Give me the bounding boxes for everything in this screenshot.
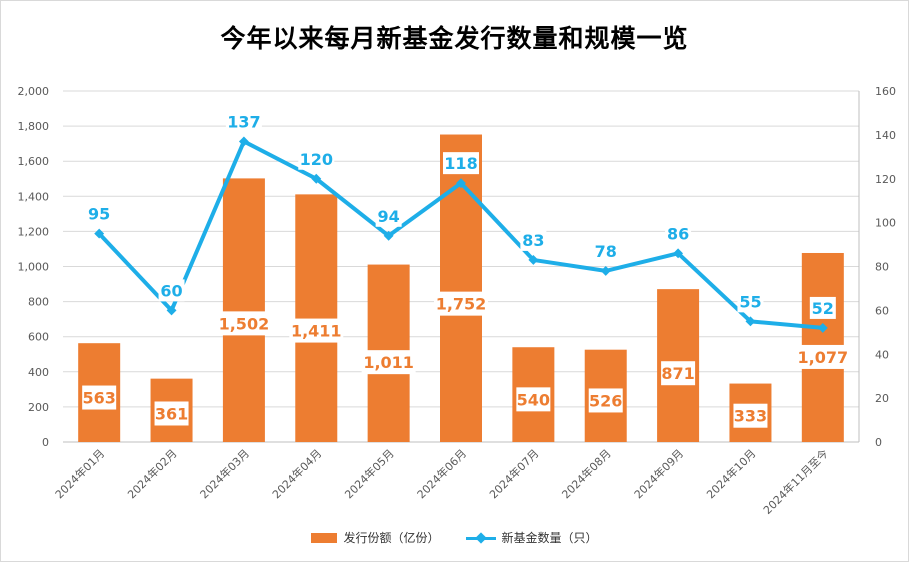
bar-label-box <box>733 403 768 428</box>
line-data-label: 120 <box>300 150 333 169</box>
line-point <box>745 316 756 327</box>
legend-label-line: 新基金数量（只） <box>501 531 598 545</box>
x-tick-label: 2024年01月 <box>52 446 107 501</box>
line-label-box <box>225 110 262 133</box>
bar-label-box <box>216 311 271 336</box>
line-label-box <box>809 296 836 319</box>
legend-item-line: 新基金数量（只） <box>465 529 598 546</box>
y-right-tick-label: 140 <box>875 129 896 142</box>
line-point <box>456 178 466 189</box>
y-right-tick-label: 40 <box>875 348 889 361</box>
line-label-box <box>592 239 619 262</box>
y-right-tick-label: 80 <box>875 261 889 274</box>
line-point <box>94 228 105 239</box>
line-data-label: 60 <box>160 281 182 300</box>
line-label-box <box>443 152 479 175</box>
bar-label-box <box>154 401 189 426</box>
x-tick-label: 2024年05月 <box>342 446 397 501</box>
line-data-label: 55 <box>739 292 761 311</box>
x-tick-label: 2024年09月 <box>631 446 686 501</box>
x-tick-label: 2024年02月 <box>125 446 180 501</box>
bar-label-box <box>361 350 416 375</box>
x-tick-label: 2024年08月 <box>559 446 614 501</box>
y-right-tick-label: 100 <box>875 217 896 230</box>
line-data-label: 52 <box>812 299 834 318</box>
bar <box>295 194 338 442</box>
y-right-tick-label: 20 <box>875 392 889 405</box>
bar-data-label: 1,077 <box>798 348 849 367</box>
line-data-label: 86 <box>667 224 689 243</box>
chart-plot: 02004006008001,0001,2001,4001,6001,8002,… <box>18 85 897 517</box>
y-left-tick-label: 1,000 <box>18 261 50 274</box>
x-tick-label: 2024年11月至今 <box>760 446 831 517</box>
y-right-tick-label: 0 <box>875 436 882 449</box>
x-tick-label: 2024年10月 <box>703 446 758 501</box>
line-point <box>166 305 177 316</box>
line-data-label: 95 <box>88 205 110 224</box>
line-point <box>817 322 828 333</box>
line-label-box <box>86 202 113 225</box>
bar-data-label: 361 <box>155 404 188 423</box>
line-label-box <box>665 222 692 245</box>
bar-label-box <box>82 385 117 410</box>
legend-swatch-bar <box>311 532 338 543</box>
line-label-box <box>375 204 402 227</box>
line-label-box <box>737 290 764 313</box>
bar-data-label: 1,411 <box>291 322 342 341</box>
bar-data-label: 871 <box>661 364 694 383</box>
line-data-label: 94 <box>378 207 400 226</box>
y-left-tick-label: 400 <box>28 366 49 379</box>
y-left-tick-label: 600 <box>28 331 49 344</box>
y-left-tick-label: 1,600 <box>18 155 50 168</box>
y-left-tick-label: 2,000 <box>18 85 50 98</box>
y-left-tick-label: 0 <box>42 436 49 449</box>
line-point <box>311 173 322 184</box>
y-left-tick-label: 200 <box>28 401 49 414</box>
line-point <box>673 248 684 259</box>
bar-data-label: 563 <box>82 389 115 408</box>
chart-legend: 发行份额（亿份） 新基金数量（只） <box>1 529 908 546</box>
bar-label-box <box>661 361 696 386</box>
bar-data-label: 1,011 <box>363 353 414 372</box>
line-point <box>383 230 394 241</box>
legend-swatch-line <box>465 533 496 543</box>
y-left-tick-label: 1,800 <box>18 120 50 133</box>
y-right-tick-label: 120 <box>875 173 896 186</box>
line-data-label: 78 <box>595 242 617 261</box>
bar-data-label: 526 <box>589 391 622 410</box>
x-tick-label: 2024年03月 <box>197 446 252 501</box>
bar-data-label: 1,502 <box>219 314 270 333</box>
line-label-box <box>158 279 185 302</box>
y-right-tick-label: 60 <box>875 304 889 317</box>
bar-label-box <box>588 388 623 413</box>
line-point <box>238 136 249 147</box>
legend-label-bar: 发行份额（亿份） <box>343 531 440 545</box>
bar-data-label: 1,752 <box>436 295 487 314</box>
bar-label-box <box>795 344 850 369</box>
bar-data-label: 540 <box>517 390 550 409</box>
x-tick-label: 2024年07月 <box>486 446 541 501</box>
y-left-tick-label: 1,200 <box>18 225 50 238</box>
bar <box>222 178 265 443</box>
bar-label-box <box>434 291 488 316</box>
y-left-tick-label: 1,400 <box>18 190 50 203</box>
legend-item-bar: 发行份额（亿份） <box>311 529 440 546</box>
bar-label-box <box>516 387 551 412</box>
line-data-label: 83 <box>522 231 544 250</box>
y-right-tick-label: 160 <box>875 85 896 98</box>
line-label-box <box>298 147 335 170</box>
line-label-box <box>520 228 547 251</box>
chart-title: 今年以来每月新基金发行数量和规模一览 <box>220 24 689 53</box>
line-data-label: 118 <box>444 154 477 173</box>
bar-data-label: 333 <box>734 407 767 426</box>
line-data-label: 137 <box>227 112 260 131</box>
y-left-tick-label: 800 <box>28 296 49 309</box>
line-point <box>600 265 611 276</box>
x-tick-label: 2024年06月 <box>414 446 469 501</box>
x-tick-label: 2024年04月 <box>269 446 324 501</box>
bar-label-box <box>289 318 344 343</box>
